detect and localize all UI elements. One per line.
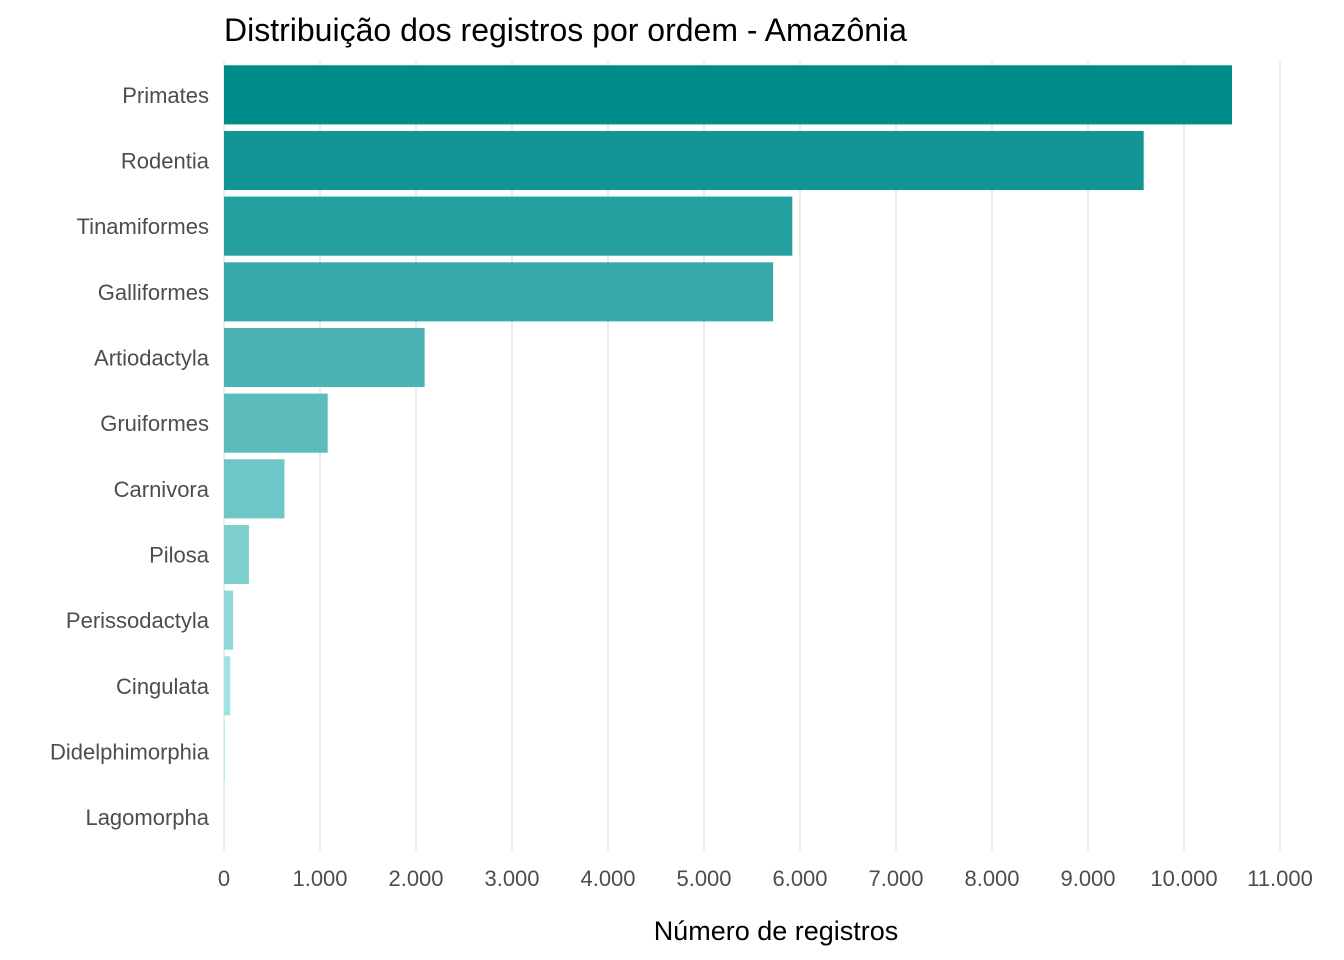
- x-tick-label: 6.000: [772, 866, 827, 891]
- gridlines: [223, 62, 1281, 850]
- x-tick-label: 2.000: [388, 866, 443, 891]
- bar-tinamiformes: [224, 196, 793, 256]
- x-tick-label: 7.000: [868, 866, 923, 891]
- x-tick-labels: 0 1.000 2.000 3.000 4.000 5.000 6.000 7.000 8.00…: [218, 866, 1313, 891]
- category-label: Pilosa: [149, 543, 210, 568]
- category-label: Carnivora: [114, 477, 210, 502]
- category-label: Cingulata: [116, 674, 210, 699]
- bar-perissodactyla: [224, 590, 234, 650]
- x-tick-label: 3.000: [484, 866, 539, 891]
- bars: [224, 65, 1232, 847]
- category-label: Tinamiformes: [77, 214, 209, 239]
- bar-didelphimorphia: [224, 721, 225, 782]
- x-tick-label: 5.000: [676, 866, 731, 891]
- bar-rodentia: [224, 130, 1144, 191]
- category-label: Perissodactyla: [66, 608, 210, 633]
- bar-artiodactyla: [224, 327, 425, 388]
- category-label: Primates: [122, 83, 209, 108]
- bar-pilosa: [224, 524, 249, 585]
- bar-cingulata: [224, 656, 231, 716]
- category-label: Lagomorpha: [85, 805, 209, 830]
- x-tick-label: 0: [218, 866, 230, 891]
- bar-carnivora: [224, 459, 285, 519]
- x-tick-label: 9.000: [1060, 866, 1115, 891]
- x-tick-label: 1.000: [292, 866, 347, 891]
- x-tick-label: 11.000: [1247, 866, 1313, 891]
- x-axis-title: Número de registros: [654, 916, 899, 946]
- x-tick-label: 10.000: [1150, 866, 1217, 891]
- category-label: Gruiformes: [100, 411, 209, 436]
- bar-gruiformes: [224, 393, 328, 453]
- chart-title: Distribuição dos registros por ordem - A…: [224, 12, 907, 48]
- category-labels: Primates Rodentia Tinamiformes Galliformes A…: [50, 83, 210, 830]
- category-label: Rodentia: [121, 149, 210, 174]
- x-tick-label: 8.000: [964, 866, 1019, 891]
- bar-galliformes: [224, 262, 774, 322]
- category-label: Artiodactyla: [94, 346, 210, 371]
- x-tick-label: 4.000: [580, 866, 635, 891]
- category-label: Didelphimorphia: [50, 740, 210, 765]
- bar-primates: [224, 65, 1232, 125]
- category-label: Galliformes: [98, 280, 209, 305]
